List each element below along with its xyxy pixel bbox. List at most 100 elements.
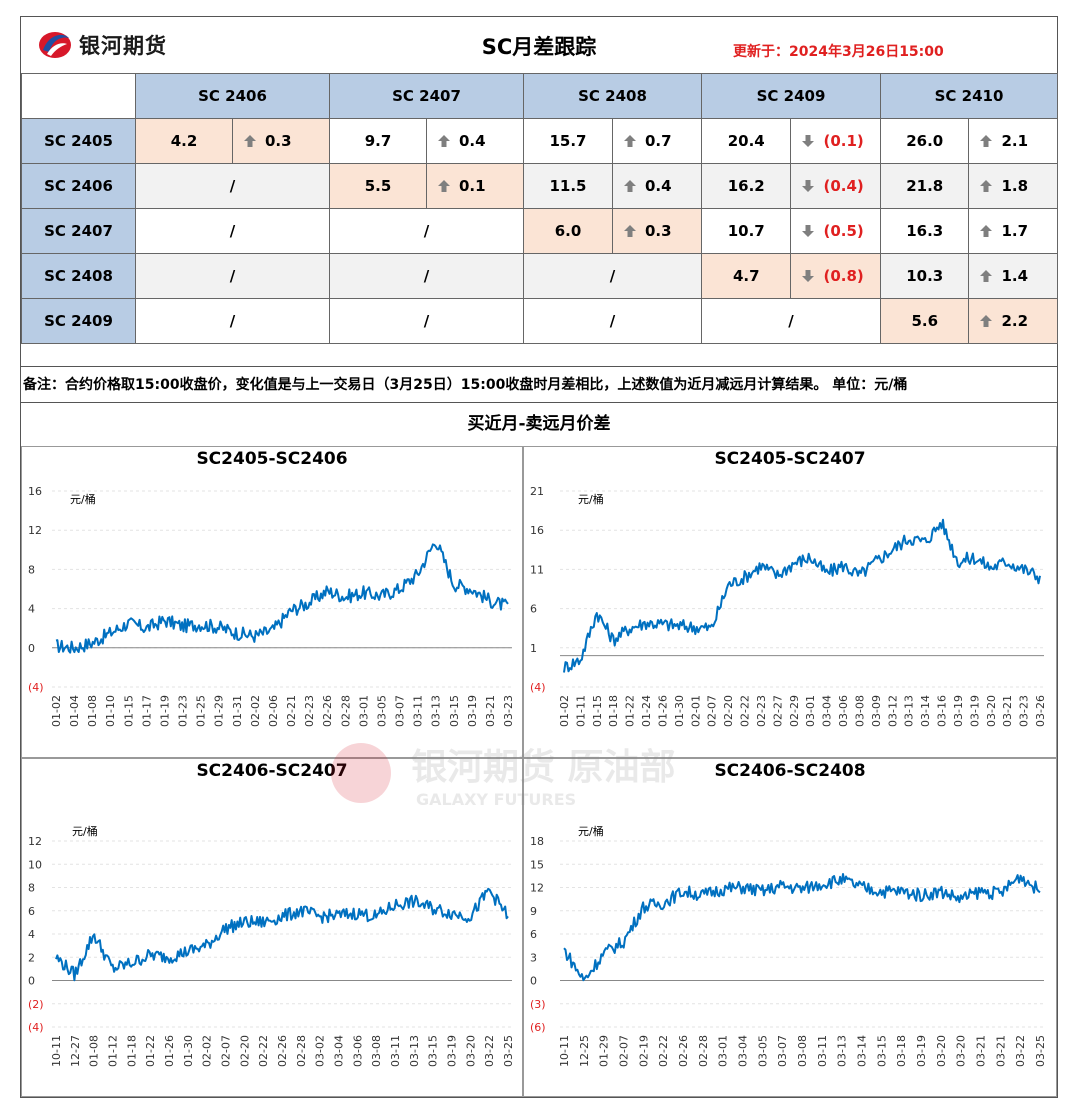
row-header: SC 2408 <box>21 253 136 299</box>
spread-value: 5.5 <box>330 164 427 208</box>
x-tick-label: 03-04 <box>737 1035 750 1067</box>
column-header: SC 2408 <box>523 73 702 119</box>
spread-cell: 6.0 0.3 <box>523 208 702 254</box>
x-tick-label: 03-01 <box>717 1035 730 1067</box>
spread-value: 11.5 <box>524 164 613 208</box>
x-tick-label: 03-04 <box>333 1035 346 1067</box>
x-tick-label: 03-06 <box>351 1035 364 1067</box>
x-tick-label: 03-14 <box>856 1035 869 1067</box>
empty-cell: / <box>329 298 524 344</box>
empty-cell: / <box>523 253 702 299</box>
x-tick-label: 02-22 <box>257 1035 270 1067</box>
x-tick-label: 03-18 <box>895 1035 908 1067</box>
spread-value: 20.4 <box>702 119 792 163</box>
x-tick-label: 02-02 <box>201 1035 214 1067</box>
x-tick-label: 03-19 <box>466 695 479 727</box>
x-tick-label: 03-11 <box>389 1035 402 1067</box>
spread-value: 5.6 <box>881 299 970 343</box>
x-tick-label: 03-21 <box>994 1035 1007 1067</box>
x-tick-label: 03-20 <box>464 1035 477 1067</box>
x-tick-label: 03-05 <box>756 1035 769 1067</box>
unit-label: 元/桶 <box>72 824 98 838</box>
x-tick-label: 01-19 <box>158 695 171 727</box>
x-tick-label: 10-11 <box>558 1035 571 1067</box>
matrix-row: SC 2405 4.2 0.3 9.7 0.4 15.7 0.7 20.4 (0.1) 26.0 2… <box>21 118 1058 164</box>
x-tick-label: 03-09 <box>870 695 883 727</box>
x-tick-label: 12-25 <box>578 1035 591 1067</box>
y-tick-label: (2) <box>28 998 44 1011</box>
x-tick-label: 03-02 <box>314 1035 327 1067</box>
x-tick-label: 03-26 <box>1034 695 1047 727</box>
spread-cell: 20.4 (0.1) <box>701 118 881 164</box>
chart-panel-2405-2406: SC2405-SC2406 16 12 8 4 0 (4) 元/桶 01-02 01-04 01-0… <box>21 446 523 758</box>
spread-change: 0.1 <box>427 164 523 208</box>
arrow-up-icon <box>623 225 636 237</box>
x-tick-label: 03-15 <box>427 1035 440 1067</box>
spread-value: 4.2 <box>136 119 233 163</box>
x-tick-label: 02-28 <box>697 1035 710 1067</box>
empty-cell: / <box>135 298 330 344</box>
chart-panel-2406-2407: SC2406-SC2407 12 10 8 6 4 2 0 (2) (4) 元/桶 10-11 12-2… <box>21 758 523 1097</box>
x-tick-label: 01-31 <box>231 695 244 727</box>
y-tick-label: 12 <box>28 524 42 537</box>
x-tick-label: 10-11 <box>50 1035 63 1067</box>
change-text: (0.1) <box>823 132 864 150</box>
x-tick-label: 01-02 <box>558 695 571 727</box>
x-tick-label: 03-23 <box>502 695 515 727</box>
spread-change: 2.2 <box>969 299 1057 343</box>
column-header: SC 2410 <box>880 73 1058 119</box>
chart-title: SC2405-SC2406 <box>196 449 348 469</box>
x-tick-label: 03-15 <box>875 1035 888 1067</box>
spread-value: 10.7 <box>702 209 792 253</box>
arrow-up-icon <box>243 135 256 147</box>
x-tick-label: 02-29 <box>788 695 801 727</box>
change-text: 0.1 <box>458 177 486 195</box>
matrix-row: SC 2407//6.0 0.3 10.7 (0.5) 16.3 1.7 <box>21 208 1058 254</box>
y-tick-label: 0 <box>28 975 35 988</box>
y-tick-label: 10 <box>28 858 42 871</box>
spread-cell: 16.2 (0.4) <box>701 163 881 209</box>
x-tick-label: 12-27 <box>69 1035 82 1067</box>
change-text: 2.1 <box>1001 132 1029 150</box>
change-text: 0.4 <box>644 177 672 195</box>
x-tick-label: 01-22 <box>624 695 637 727</box>
y-tick-label: (4) <box>530 681 546 694</box>
spread-change: 0.3 <box>613 209 701 253</box>
spread-cell: 15.7 0.7 <box>523 118 702 164</box>
x-tick-label: 03-06 <box>837 695 850 727</box>
row-header: SC 2405 <box>21 118 136 164</box>
y-tick-label: 12 <box>28 835 42 848</box>
arrow-up-icon <box>437 135 450 147</box>
spread-matrix: SC 2406 SC 2407 SC 2408 SC 2409 SC 2410 SC 24… <box>21 73 1058 344</box>
y-tick-label: (4) <box>28 681 44 694</box>
x-tick-label: 01-18 <box>125 1035 138 1067</box>
arrow-up-icon <box>980 315 993 327</box>
matrix-corner <box>21 73 136 119</box>
x-tick-label: 02-23 <box>303 695 316 727</box>
y-tick-label: 4 <box>28 928 35 941</box>
spread-cell: 4.7 (0.8) <box>701 253 881 299</box>
spread-series-line <box>563 518 1041 673</box>
y-tick-label: 18 <box>530 835 544 848</box>
spread-series-line <box>563 873 1041 982</box>
arrow-up-icon <box>980 135 993 147</box>
change-text: 0.3 <box>264 132 292 150</box>
column-header: SC 2409 <box>701 73 881 119</box>
x-tick-label: 03-13 <box>836 1035 849 1067</box>
x-tick-label: 02-20 <box>722 695 735 727</box>
empty-cell: / <box>701 298 881 344</box>
chart-title: SC2405-SC2407 <box>714 449 866 469</box>
x-tick-label: 02-28 <box>339 695 352 727</box>
change-text: 0.4 <box>458 132 486 150</box>
chart-plot: 18 15 12 9 6 3 0 (3) (6) 元/桶 10-11 12-25 01-29 02-07 0… <box>530 824 1047 1067</box>
matrix-row: SC 2409// //5.6 2.2 <box>21 298 1058 344</box>
arrow-down-icon <box>802 180 815 192</box>
x-tick-label: 03-12 <box>886 695 899 727</box>
column-header: SC 2407 <box>329 73 524 119</box>
chart-plot: 16 12 8 4 0 (4) 元/桶 01-02 01-04 01-08 01-10 01-15 01… <box>28 485 515 727</box>
empty-cell: / <box>135 253 330 299</box>
empty-cell: / <box>523 298 702 344</box>
x-tick-label: 03-23 <box>1018 695 1031 727</box>
spread-change: 1.4 <box>969 254 1057 298</box>
